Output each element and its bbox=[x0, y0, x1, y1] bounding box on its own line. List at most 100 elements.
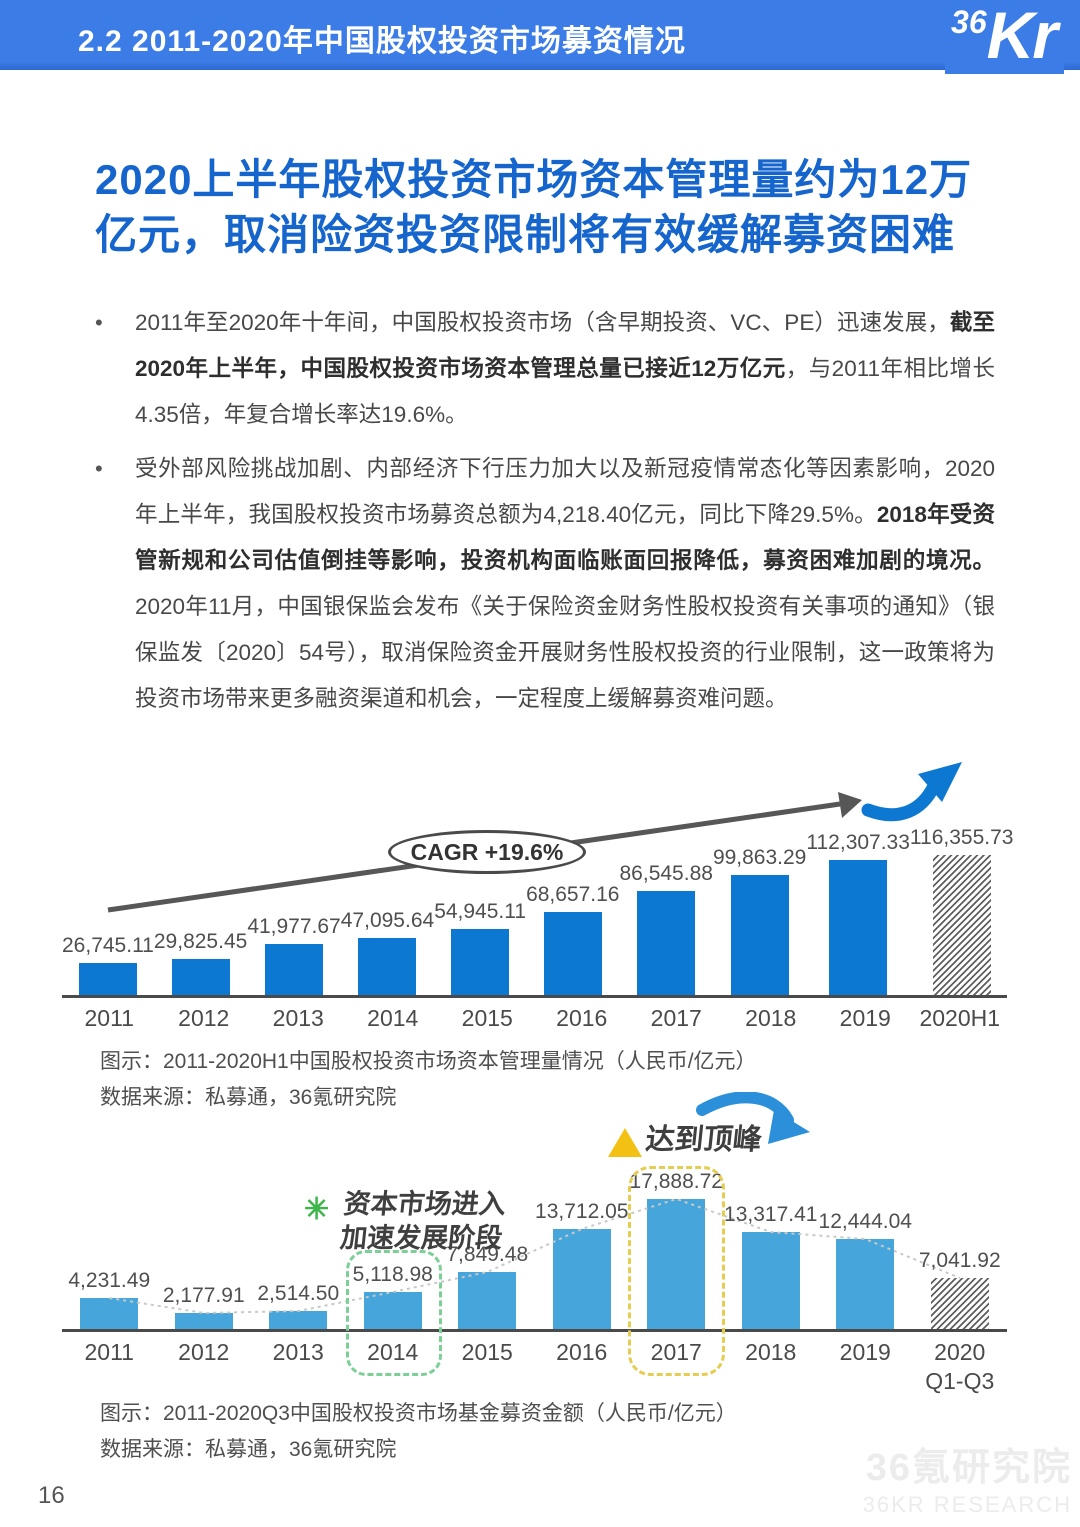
x-axis-labels: 2011 2012 2013 2014 2015 2016 2017 2018 2019 2020… bbox=[62, 1004, 1007, 1033]
x-axis-label: 2019 bbox=[839, 1005, 891, 1031]
bullet-dot: • bbox=[95, 456, 103, 481]
x-axis-label: 2014 bbox=[367, 1339, 419, 1365]
bar bbox=[451, 929, 510, 995]
chart1-overlay bbox=[107, 762, 962, 913]
peak-triangle-icon bbox=[608, 1128, 642, 1157]
bar-value-label: 26,745.11 bbox=[62, 934, 154, 957]
bar-column: 17,888.72 bbox=[629, 1170, 724, 1329]
bar bbox=[265, 944, 324, 995]
acceleration-annotation: 资本市场进入 加速发展阶段 bbox=[338, 1188, 508, 1256]
bar-column: 26,745.11 bbox=[62, 934, 154, 995]
bar-value-label: 86,545.88 bbox=[619, 862, 713, 885]
acceleration-annotation-line1: 资本市场进入 bbox=[342, 1189, 508, 1219]
bar-value-label: 17,888.72 bbox=[629, 1170, 723, 1193]
bullet-list: • 2011年至2020年十年间，中国股权投资市场（含早期投资、VC、PE）迅速… bbox=[95, 300, 995, 730]
x-axis-label: 2011 bbox=[84, 1339, 134, 1365]
chart-columns: 26,745.11 29,825.45 41,977.67 47,095.64 54,9… bbox=[62, 758, 1013, 995]
sun-icon: ✳ bbox=[304, 1193, 330, 1226]
x-axis-line bbox=[62, 1329, 1007, 1332]
bar-value-label: 7,041.92 bbox=[918, 1249, 1001, 1272]
logo-kr-text: Kr bbox=[986, 0, 1058, 72]
x-axis-label: 2016 bbox=[556, 1005, 608, 1031]
x-axis-label: 2013 bbox=[272, 1005, 324, 1031]
bar-column: 5,118.98 bbox=[346, 1263, 441, 1329]
bar-column: 2,177.91 bbox=[157, 1284, 252, 1329]
bar-column: 7,041.92 bbox=[913, 1249, 1008, 1329]
logo-36-text: 36 bbox=[951, 4, 987, 40]
bar-column: 29,825.45 bbox=[154, 930, 247, 995]
bar-value-label: 41,977.67 bbox=[247, 915, 341, 938]
x-axis-label: 2020 Q1-Q3 bbox=[925, 1339, 995, 1394]
bar bbox=[730, 875, 789, 995]
acceleration-annotation-line2: 加速发展阶段 bbox=[338, 1222, 504, 1253]
x-axis-label: 2016 bbox=[556, 1339, 608, 1365]
bar bbox=[543, 912, 602, 995]
chart2-overlay bbox=[109, 1092, 961, 1315]
x-axis-label: 2015 bbox=[461, 1005, 513, 1031]
bullet-dot: • bbox=[95, 310, 103, 335]
bar bbox=[80, 1298, 139, 1329]
bar-value-label: 99,863.29 bbox=[712, 846, 807, 869]
bar-value-label: 29,825.45 bbox=[153, 930, 248, 953]
chart1-caption-title: 图示：2011-2020H1中国股权投资市场资本管理量情况（人民币/亿元） bbox=[100, 1050, 757, 1073]
peak-annotation: 达到顶峰 bbox=[644, 1124, 764, 1156]
x-axis-label: 2019 bbox=[839, 1339, 891, 1365]
bar-hatched bbox=[932, 855, 991, 995]
x-axis-label: 2015 bbox=[461, 1339, 513, 1365]
watermark-en: 36KR RESEARCH bbox=[862, 1491, 1072, 1517]
x-axis-labels: 2011 2012 2013 2014 2015 2016 2017 2018 2019 2020… bbox=[62, 1338, 1007, 1396]
highlight-box-2017 bbox=[628, 1166, 725, 1376]
x-axis-label: 2020H1 bbox=[919, 1005, 1001, 1031]
bar-column: 13,317.41 bbox=[724, 1203, 819, 1329]
bar-value-label: 13,712.05 bbox=[535, 1200, 629, 1223]
bar-column: 116,355.73 bbox=[910, 826, 1013, 995]
trend-arrowhead-icon bbox=[838, 792, 862, 818]
chart1-caption: 图示：2011-2020H1中国股权投资市场资本管理量情况（人民币/亿元） 数据… bbox=[100, 1044, 757, 1115]
bar-value-label: 4,231.49 bbox=[68, 1269, 151, 1292]
bar-column: 54,945.11 bbox=[434, 900, 526, 995]
bar-column: 4,231.49 bbox=[62, 1269, 157, 1329]
watermark: 36氪研究院 36KR RESEARCH bbox=[863, 1446, 1072, 1518]
bar bbox=[171, 959, 230, 995]
bar bbox=[836, 1239, 895, 1329]
capital-management-chart: 26,745.11 29,825.45 41,977.67 47,095.64 54,9… bbox=[62, 758, 1013, 1043]
bar bbox=[358, 938, 417, 995]
bar-hatched bbox=[930, 1278, 989, 1329]
bar-value-label: 2,177.91 bbox=[162, 1284, 245, 1307]
page-header: 2.2 2011-2020年中国股权投资市场募资情况 36 Kr bbox=[0, 0, 1080, 74]
bullet-text: 2011年至2020年十年间，中国股权投资市场（含早期投资、VC、PE）迅速发展… bbox=[135, 310, 995, 427]
bar-value-label: 5,118.98 bbox=[352, 1263, 433, 1286]
chart2-caption-title: 图示：2011-2020Q3中国股权投资市场基金募资金额（人民币/亿元） bbox=[100, 1402, 737, 1425]
bar bbox=[829, 860, 888, 995]
bar bbox=[637, 891, 696, 995]
watermark-cn: 36氪研究院 bbox=[865, 1447, 1072, 1489]
bar-value-label: 13,317.41 bbox=[724, 1203, 818, 1226]
bar-column: 47,095.64 bbox=[341, 909, 434, 995]
bar-value-label: 2,514.50 bbox=[257, 1282, 340, 1305]
x-axis-label: 2014 bbox=[367, 1005, 419, 1031]
x-axis-label: 2012 bbox=[178, 1339, 230, 1365]
bar-value-label: 7,849.48 bbox=[446, 1243, 529, 1266]
bar bbox=[269, 1311, 328, 1329]
peak-swoosh-arrowhead-icon bbox=[768, 1110, 810, 1144]
x-axis-label: 2013 bbox=[272, 1339, 324, 1365]
x-axis-line bbox=[62, 995, 1007, 998]
bar-column: 41,977.67 bbox=[247, 915, 341, 995]
x-axis-label: 2017 bbox=[650, 1339, 702, 1365]
bar-column: 68,657.16 bbox=[526, 883, 620, 995]
bar-value-label: 47,095.64 bbox=[340, 909, 435, 932]
bar-column: 12,444.04 bbox=[818, 1210, 913, 1329]
bullet-text: 受外部风险挑战加剧、内部经济下行压力加大以及新冠疫情常态化等因素影响，2020年… bbox=[135, 456, 995, 711]
chart2-caption-source: 数据来源：私募通，36氪研究院 bbox=[100, 1437, 397, 1461]
bar-column: 7,849.48 bbox=[440, 1243, 535, 1329]
growth-swoosh-arrowhead-icon bbox=[918, 762, 962, 802]
chart1-caption-source: 数据来源：私募通，36氪研究院 bbox=[100, 1085, 397, 1109]
trend-dotted-line bbox=[109, 1197, 961, 1315]
bar-value-label: 54,945.11 bbox=[434, 900, 527, 923]
bar bbox=[458, 1272, 517, 1329]
bar bbox=[741, 1232, 800, 1329]
bar-value-label: 68,657.16 bbox=[526, 883, 620, 906]
x-axis-label: 2018 bbox=[745, 1005, 797, 1031]
growth-swoosh-arrow-icon bbox=[861, 779, 941, 822]
